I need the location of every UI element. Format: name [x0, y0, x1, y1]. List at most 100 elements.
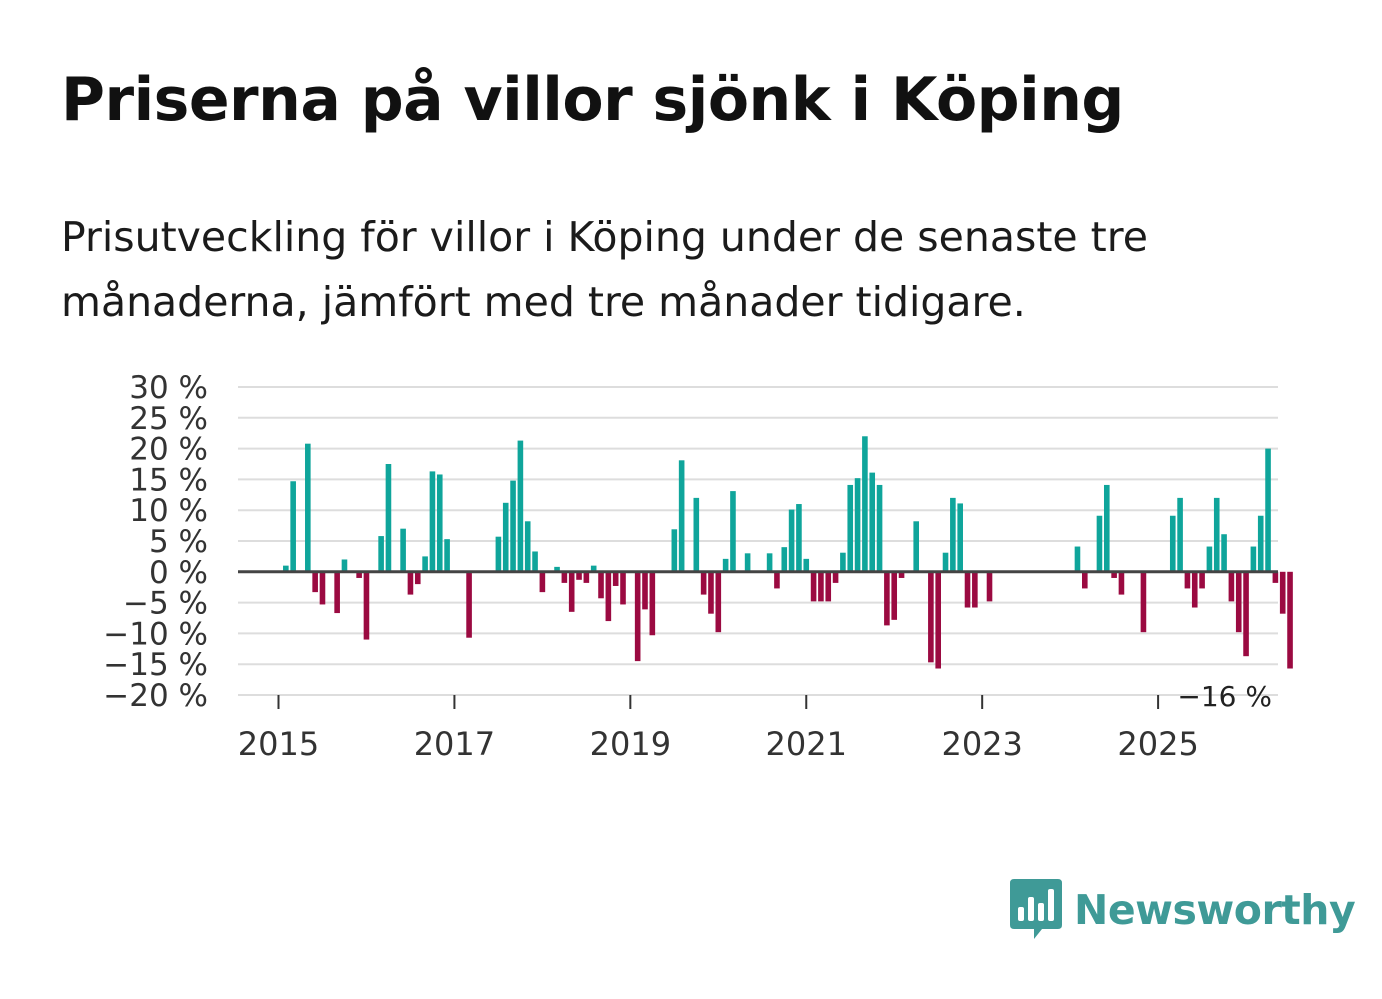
- bar: [1265, 448, 1271, 572]
- gridlines: [238, 386, 1278, 696]
- bar: [620, 571, 626, 605]
- bar: [810, 571, 817, 602]
- y-tick-label: 10 %: [129, 493, 208, 529]
- y-tick-label: 5 %: [149, 524, 208, 560]
- y-tick-label: −20 %: [103, 678, 208, 714]
- bar: [1206, 546, 1213, 572]
- chart-title: Priserna på villor sjönk i Köping: [61, 65, 1124, 135]
- bar: [972, 571, 978, 608]
- bar: [429, 471, 436, 572]
- bar: [700, 571, 707, 595]
- bar: [840, 552, 846, 572]
- bar: [605, 571, 612, 622]
- x-tick-label: 2019: [590, 725, 671, 763]
- chart-subtitle: Prisutveckling för villor i Köping under…: [61, 213, 1148, 326]
- bar: [803, 558, 810, 572]
- bar: [598, 571, 604, 599]
- y-tick-label: 25 %: [129, 401, 208, 437]
- x-tick-label: 2021: [766, 725, 847, 763]
- bar: [693, 497, 700, 572]
- bar: [532, 551, 538, 572]
- bar: [766, 553, 773, 572]
- bar: [744, 553, 751, 572]
- bar: [1140, 571, 1147, 633]
- bar: [312, 571, 318, 593]
- bar: [1096, 515, 1103, 572]
- bar: [928, 571, 934, 663]
- bar: [363, 571, 370, 640]
- bar: [612, 571, 619, 586]
- x-tick-label: 2017: [414, 725, 495, 763]
- bar: [1243, 571, 1249, 657]
- x-tick-label: 2023: [941, 725, 1022, 763]
- bars: [283, 436, 1293, 669]
- bar: [869, 472, 876, 572]
- bar: [341, 559, 348, 572]
- y-tick-label: −15 %: [103, 647, 208, 683]
- bar: [1272, 571, 1279, 583]
- bar: [1228, 571, 1235, 602]
- y-tick-label: 0 %: [149, 555, 208, 591]
- bar: [986, 571, 993, 602]
- bar: [466, 571, 472, 638]
- bar: [818, 571, 824, 602]
- y-tick-label: 20 %: [129, 432, 208, 468]
- bar: [400, 528, 406, 572]
- bar: [950, 497, 956, 572]
- bar: [649, 571, 656, 636]
- y-tick-label: 15 %: [129, 462, 208, 498]
- bar: [444, 539, 450, 572]
- bar: [495, 536, 502, 572]
- bar: [1287, 571, 1293, 669]
- bar: [1199, 571, 1205, 589]
- bar: [378, 536, 384, 572]
- bar: [568, 571, 575, 612]
- bar: [942, 552, 949, 572]
- bar: [414, 571, 421, 585]
- bar: [436, 474, 443, 572]
- bar: [1082, 571, 1088, 589]
- bar: [407, 571, 414, 595]
- y-tick-label: 30 %: [129, 370, 208, 406]
- bar: [781, 547, 788, 572]
- bar: [1118, 571, 1125, 595]
- bar: [510, 480, 516, 572]
- bar: [502, 502, 509, 572]
- bar: [678, 460, 685, 572]
- bar: [774, 571, 780, 589]
- bar: [290, 481, 296, 572]
- bar: [1235, 571, 1242, 633]
- bar: [1250, 546, 1257, 572]
- x-tick-label: 2025: [1117, 725, 1198, 763]
- y-tick-label: −5 %: [123, 586, 208, 622]
- bar: [832, 571, 839, 583]
- bar: [788, 509, 795, 572]
- bar: [319, 571, 326, 605]
- bar: [305, 443, 311, 572]
- bar: [561, 571, 568, 583]
- bar: [1111, 571, 1117, 578]
- bar-chart: 30 %25 %20 %15 %10 %5 %0 %−5 %−10 %−15 %…: [103, 370, 1293, 763]
- bar: [539, 571, 546, 593]
- y-axis-ticks: 30 %25 %20 %15 %10 %5 %0 %−5 %−10 %−15 %…: [103, 370, 208, 714]
- y-tick-label: −10 %: [103, 616, 208, 652]
- bar: [891, 571, 898, 620]
- bar: [935, 571, 941, 669]
- bar: [796, 504, 802, 572]
- bar: [847, 484, 854, 572]
- bar: [708, 571, 714, 614]
- bar: [1191, 571, 1198, 608]
- bar: [1279, 571, 1286, 614]
- bar: [862, 436, 868, 572]
- bar: [722, 558, 729, 572]
- end-value-label: −16 %: [1177, 680, 1272, 713]
- newsworthy-brand: Newsworthy: [1010, 878, 1356, 942]
- bar: [422, 556, 428, 572]
- x-axis-ticks: 2015 2017 2019 2021 2023 2025: [238, 695, 1199, 763]
- bar: [1169, 515, 1176, 572]
- x-tick-label: 2015: [238, 725, 319, 763]
- bar: [590, 565, 597, 572]
- bar: [1103, 484, 1110, 572]
- bar: [385, 464, 392, 572]
- bar: [1074, 546, 1081, 572]
